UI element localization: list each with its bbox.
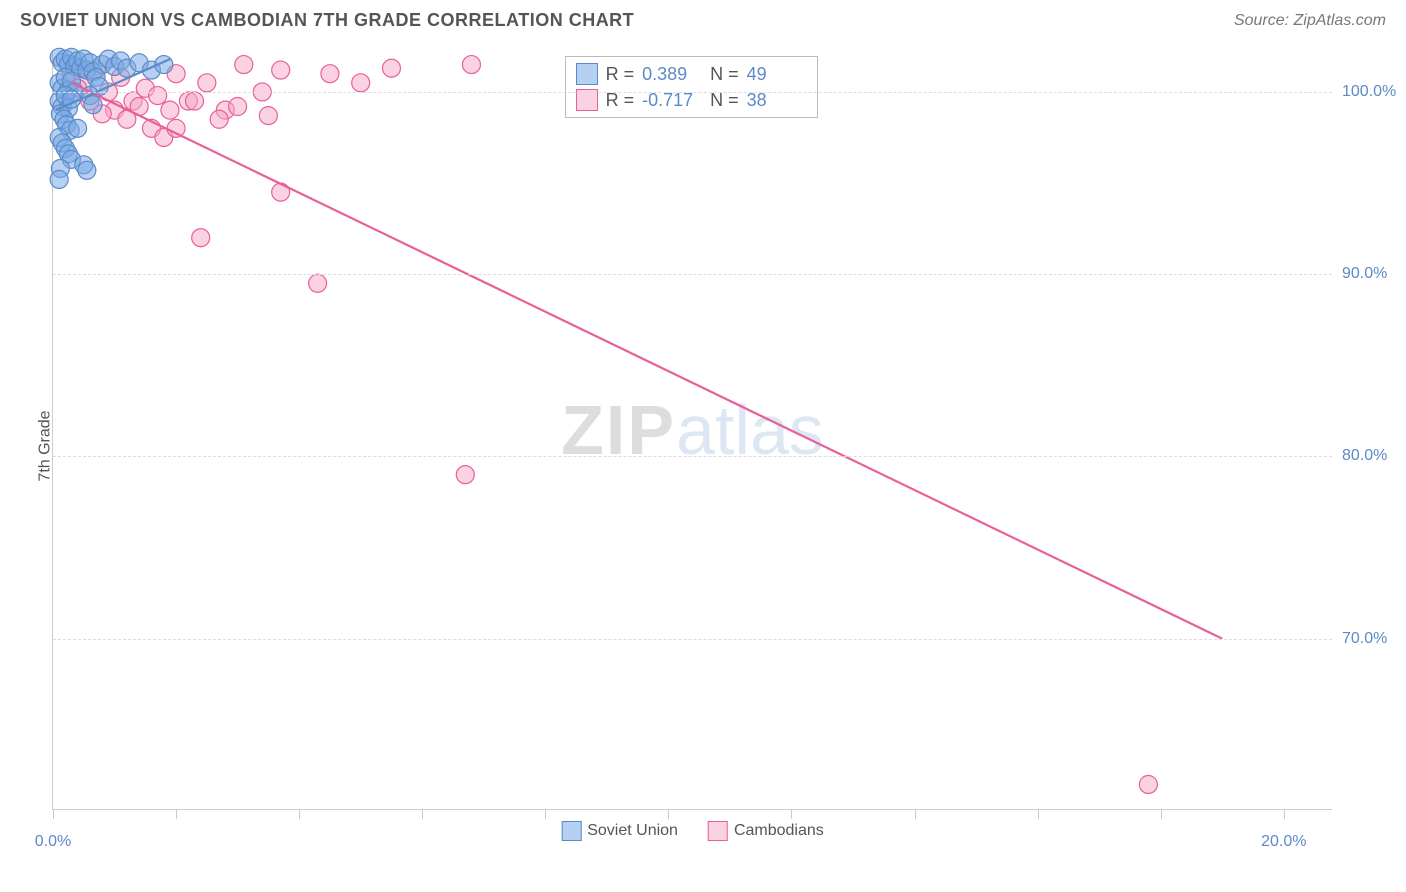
scatter-point <box>321 65 339 83</box>
stats-n-value: 49 <box>747 64 807 85</box>
legend-item: Soviet Union <box>561 821 678 841</box>
scatter-point <box>259 107 277 125</box>
trend-line <box>71 83 1222 639</box>
scatter-svg <box>53 50 1332 809</box>
scatter-point <box>167 119 185 137</box>
scatter-point <box>78 161 96 179</box>
x-tick <box>545 809 546 819</box>
scatter-point <box>462 56 480 74</box>
legend-label: Soviet Union <box>587 822 678 839</box>
gridline-horizontal <box>53 639 1332 640</box>
scatter-point <box>272 61 290 79</box>
y-tick-label: 80.0% <box>1342 447 1402 465</box>
x-tick <box>53 809 54 819</box>
y-tick-label: 90.0% <box>1342 265 1402 283</box>
scatter-point <box>210 110 228 128</box>
scatter-point <box>1139 775 1157 793</box>
scatter-point <box>186 92 204 110</box>
scatter-point <box>84 96 102 114</box>
stats-r-value: 0.389 <box>642 64 702 85</box>
gridline-horizontal <box>53 274 1332 275</box>
x-tick <box>1038 809 1039 819</box>
x-tick <box>668 809 669 819</box>
scatter-point <box>192 229 210 247</box>
gridline-horizontal <box>53 92 1332 93</box>
legend-swatch <box>576 63 598 85</box>
x-tick-label-end: 20.0% <box>1261 833 1306 851</box>
chart-plot-area: ZIPatlas R =0.389N =49R =-0.717N =38 Sov… <box>52 50 1332 810</box>
chart-title: SOVIET UNION VS CAMBODIAN 7TH GRADE CORR… <box>20 10 634 31</box>
legend-item: Cambodians <box>708 821 824 841</box>
stats-row: R = 0.389 N = 49 <box>576 61 807 87</box>
scatter-point <box>456 466 474 484</box>
correlation-stats-box: R = 0.389 N = 49R =-0.717N =38 <box>565 56 818 118</box>
scatter-point <box>352 74 370 92</box>
legend-label: Cambodians <box>734 822 824 839</box>
scatter-point <box>382 59 400 77</box>
stats-r-label: R = <box>606 64 635 85</box>
x-tick <box>422 809 423 819</box>
stats-row: R =-0.717N =38 <box>576 87 807 113</box>
source-label: Source: ZipAtlas.com <box>1234 12 1386 30</box>
scatter-point <box>229 97 247 115</box>
scatter-point <box>309 274 327 292</box>
x-tick <box>299 809 300 819</box>
x-tick-label-start: 0.0% <box>35 833 71 851</box>
series-legend: Soviet Union Cambodians <box>561 821 824 841</box>
x-tick <box>1161 809 1162 819</box>
x-tick <box>791 809 792 819</box>
scatter-point <box>198 74 216 92</box>
scatter-point <box>149 87 167 105</box>
x-tick <box>915 809 916 819</box>
legend-swatch <box>561 821 581 841</box>
x-tick <box>176 809 177 819</box>
scatter-point <box>50 170 68 188</box>
scatter-point <box>235 56 253 74</box>
x-tick <box>1284 809 1285 819</box>
y-tick-label: 100.0% <box>1342 83 1402 101</box>
scatter-point <box>161 101 179 119</box>
scatter-point <box>69 119 87 137</box>
gridline-horizontal <box>53 456 1332 457</box>
stats-n-label: N = <box>710 64 739 85</box>
legend-swatch <box>708 821 728 841</box>
y-tick-label: 70.0% <box>1342 630 1402 648</box>
